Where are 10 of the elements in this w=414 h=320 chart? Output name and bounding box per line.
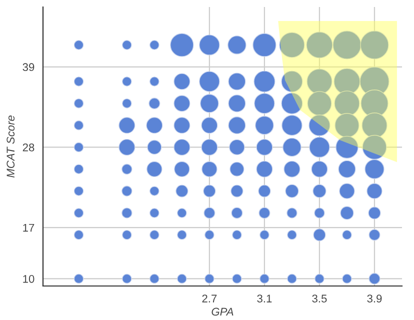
x-tick-label: 3.9 (367, 294, 382, 302)
x-tick-label: 3.1 (257, 294, 272, 302)
y-tick-label: 10 (23, 274, 34, 283)
y-tick-label: 17 (23, 224, 34, 232)
x-axis-title: GPA (212, 308, 234, 316)
x-tick-label: 3.5 (312, 294, 327, 302)
y-axis-title: MCAT Score (6, 116, 15, 178)
y-tick-label: 28 (22, 144, 34, 152)
x-tick-label: 2.7 (202, 294, 217, 302)
y-tick-label: 39 (22, 63, 34, 72)
